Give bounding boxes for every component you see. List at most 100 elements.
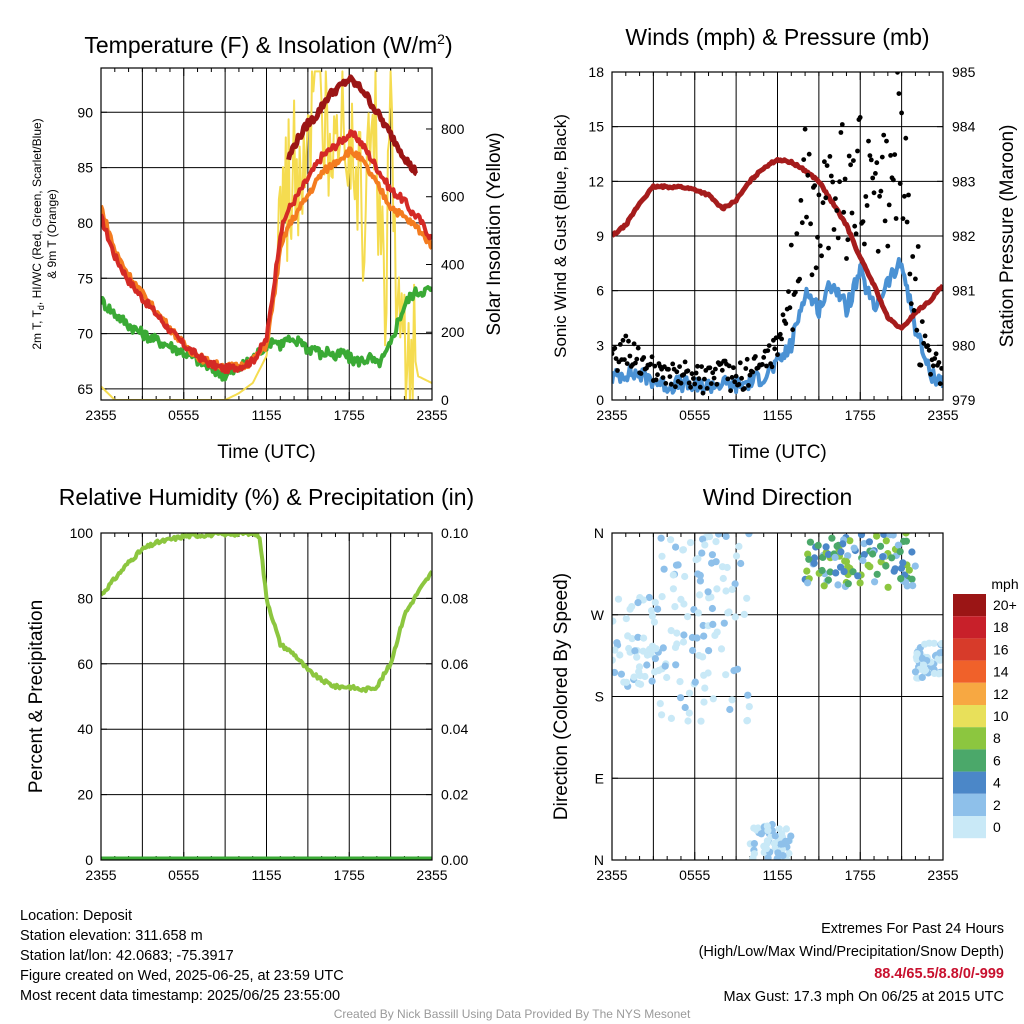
direction-point [762, 845, 771, 853]
direction-point [764, 826, 772, 835]
gust-point [830, 179, 836, 185]
y-tick-label: 18 [588, 64, 604, 80]
direction-point [699, 535, 707, 543]
x-tick-label: 2355 [85, 407, 116, 423]
x-tick-label: 1155 [762, 867, 792, 883]
y-tick-label: N [594, 525, 604, 541]
gust-point [833, 196, 838, 202]
direction-point [909, 582, 917, 590]
y-tick-label: 3 [596, 337, 604, 353]
direction-point [693, 634, 701, 642]
station-latlon: Station lat/lon: 42.0683; -75.3917 [20, 948, 234, 964]
gust-point [634, 356, 640, 362]
legend-swatch [953, 727, 986, 750]
direction-point [692, 556, 700, 564]
direction-point [717, 645, 726, 653]
gust-point [939, 366, 943, 371]
direction-point [826, 568, 834, 576]
direction-point [713, 628, 721, 636]
direction-point [698, 549, 706, 557]
x-tick-label: 2355 [85, 867, 116, 883]
gust-point [777, 331, 783, 337]
y-axis-label: Sonic Wind & Gust (Blue, Black) [551, 114, 570, 358]
x-axis-label: Time (UTC) [728, 442, 827, 463]
gust-point [853, 231, 859, 237]
direction-point [860, 551, 868, 559]
legend-label: 10 [993, 708, 1009, 724]
x-tick-label: 2355 [596, 407, 627, 423]
direction-point [832, 569, 840, 577]
x-tick-label: 1755 [845, 867, 876, 883]
gust-point [692, 381, 698, 387]
direction-point [938, 640, 943, 648]
direction-point [669, 571, 677, 579]
direction-point [833, 542, 841, 550]
gust-point [746, 383, 751, 388]
direction-point [719, 574, 727, 583]
y-tick-label: 75 [77, 270, 93, 286]
gust-point [615, 368, 620, 373]
gust-point [729, 375, 735, 380]
direction-point [635, 668, 643, 676]
direction-point [731, 580, 739, 588]
direction-point [779, 840, 787, 848]
plot-area [101, 70, 432, 400]
gust-point [653, 377, 659, 383]
credit-line: Created By Nick Bassill Using Data Provi… [333, 1007, 691, 1021]
direction-point [865, 538, 874, 546]
gust-point [815, 234, 820, 240]
direction-point [685, 709, 693, 717]
gust-point [638, 371, 644, 376]
legend-swatch [953, 771, 986, 794]
direction-point [720, 619, 728, 627]
gust-point [686, 380, 692, 386]
direction-point [857, 533, 866, 539]
gust-point [874, 160, 880, 166]
direction-point [656, 700, 664, 708]
legend-label: 0 [993, 819, 1001, 835]
direction-point [706, 533, 714, 541]
direction-point [804, 579, 812, 587]
legend-label: 14 [993, 664, 1009, 680]
gust-point [696, 376, 702, 382]
gust-point [873, 171, 878, 176]
gust-point [677, 364, 682, 369]
direction-point [622, 678, 631, 686]
direction-point [743, 594, 751, 602]
gust-point [668, 381, 674, 387]
direction-point [805, 555, 813, 563]
direction-point [743, 717, 751, 725]
gust-point [793, 289, 798, 295]
direction-point [828, 534, 836, 542]
direction-point [651, 668, 659, 676]
direction-point [712, 538, 720, 546]
gust-point [788, 242, 794, 248]
legend-swatch [953, 594, 986, 617]
gust-point [780, 312, 786, 318]
direction-point [834, 581, 842, 589]
gust-point [759, 362, 765, 367]
direction-point [937, 649, 943, 657]
y2-axis-label: Solar Insolation (Yellow) [484, 132, 505, 335]
y-tick-label: 70 [77, 326, 93, 342]
gust-point [823, 195, 829, 201]
direction-point [724, 609, 732, 617]
direction-point [849, 568, 857, 576]
direction-point [866, 563, 874, 571]
direction-point [921, 667, 929, 675]
gust-point [852, 223, 858, 229]
gust-point [860, 219, 866, 225]
direction-point [726, 705, 734, 714]
gust-point [838, 130, 844, 135]
gust-point [907, 271, 913, 277]
direction-point [750, 840, 759, 848]
direction-point [645, 593, 653, 602]
gust-point [921, 340, 927, 346]
direction-point [671, 643, 680, 652]
direction-point [650, 618, 659, 626]
direction-point [897, 564, 906, 572]
direction-point [697, 717, 705, 725]
gust-point [871, 190, 877, 196]
gust-point [837, 179, 842, 185]
direction-point [722, 533, 730, 540]
